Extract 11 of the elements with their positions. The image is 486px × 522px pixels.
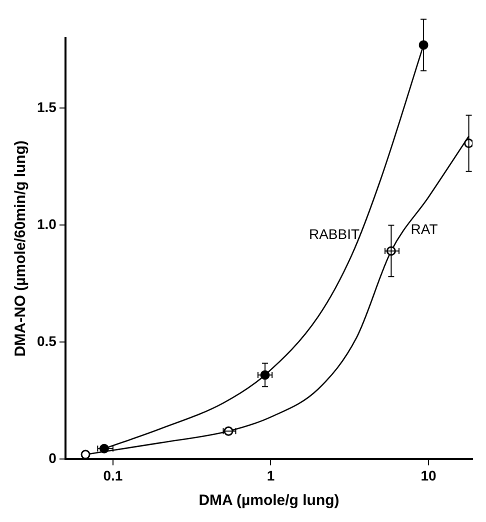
y-tick-label: 1.0 [36,216,57,232]
series-label: RAT [410,221,438,238]
series-label: RABBIT [308,226,360,242]
x-tick-label: 10 [420,467,437,484]
y-tick-label: 1.5 [36,99,57,116]
x-tick-label: 0.1 [103,467,123,484]
y-axis-title: DMA-NO (µmole/60min/g lung) [12,140,30,357]
y-tick-label: 0.5 [36,333,57,350]
x-axis-title: DMA (µmole/g lung) [198,492,340,510]
y-tick-label: 0 [48,450,57,466]
x-tick-label: 1 [266,467,275,484]
